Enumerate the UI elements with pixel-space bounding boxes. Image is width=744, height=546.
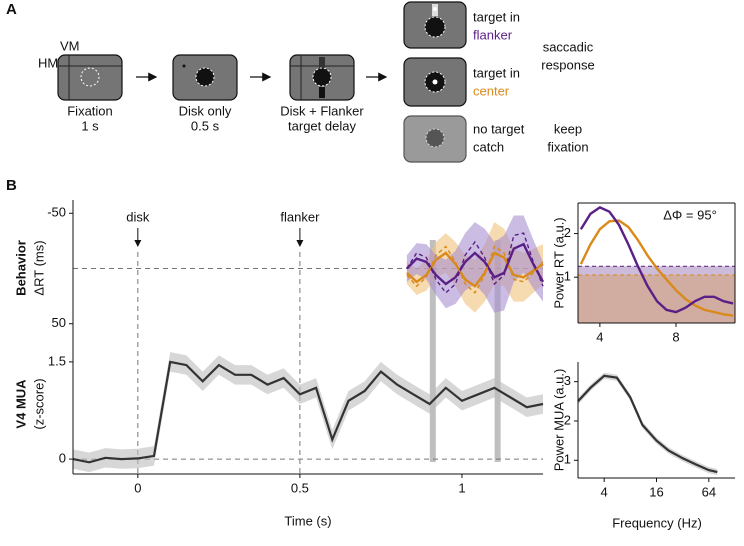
step-duration: 1 s <box>81 118 99 133</box>
response: keep <box>554 121 582 136</box>
y-axis-label: ΔRT (ms) <box>31 240 46 295</box>
y-tick-label: 3 <box>564 373 571 388</box>
hm-label: HM <box>38 55 58 70</box>
y-tick-label: 2 <box>564 225 571 240</box>
data-line <box>579 206 734 314</box>
y-tick-label: 2 <box>564 412 571 427</box>
x-tick-label: 16 <box>649 484 663 499</box>
step-label: Disk + Flanker <box>280 103 364 118</box>
surrogate-level <box>578 266 735 323</box>
y-tick-label: 0 <box>59 451 66 466</box>
data-line <box>72 360 544 464</box>
panel-letter: A <box>6 1 17 18</box>
y-axis-title: V4 MUA <box>13 379 28 429</box>
outcome: target in <box>473 9 520 24</box>
flanker <box>319 57 325 68</box>
data-line <box>579 219 734 317</box>
disk <box>312 67 332 87</box>
event-label: disk <box>126 209 150 224</box>
y-axis-title: Behavior <box>13 240 28 296</box>
event-label: flanker <box>280 209 320 224</box>
data-line <box>406 245 544 294</box>
error-band <box>73 352 543 473</box>
y-tick-label: 1 <box>564 452 571 467</box>
y-axis-label: Power RT (a.u.) <box>551 217 566 308</box>
panel-letter: B <box>6 177 17 194</box>
target <box>432 79 438 85</box>
y-tick-label: 1.5 <box>48 353 66 368</box>
data-line <box>577 374 718 474</box>
outcome: catch <box>473 139 504 154</box>
response: fixation <box>547 139 588 154</box>
step-label: Disk only <box>179 103 232 118</box>
x-tick-label: 4 <box>596 329 603 344</box>
fixation-point <box>182 64 186 68</box>
screen <box>57 54 123 101</box>
outcome: flanker <box>473 27 513 42</box>
step-label: Fixation <box>67 103 113 118</box>
annotation: ΔΦ = 95° <box>663 207 717 222</box>
response: saccadic <box>543 39 594 54</box>
error-band <box>406 215 543 313</box>
highlight <box>429 240 436 462</box>
target <box>433 7 437 11</box>
x-tick-label: 4 <box>601 484 608 499</box>
y-tick-label: -50 <box>47 205 66 220</box>
y-tick-label: 1 <box>564 269 571 284</box>
x-tick-label: 1 <box>458 480 465 495</box>
rf-outline <box>80 67 100 87</box>
step-duration: 0.5 s <box>191 118 220 133</box>
error-band <box>578 372 718 476</box>
vm-label: VM <box>60 38 80 53</box>
data-line <box>406 232 544 294</box>
x-tick-label: 0 <box>134 480 141 495</box>
panel-a: A VM HM Fixation 1 s Disk only 0.5 s Dis… <box>6 1 595 163</box>
disk <box>424 16 446 38</box>
disk <box>425 128 445 148</box>
x-tick-label: 8 <box>672 329 679 344</box>
step-duration: target delay <box>288 118 356 133</box>
x-axis-label: Frequency (Hz) <box>612 515 702 530</box>
outcome: center <box>473 83 510 98</box>
y-axis-label: Power MUA (a.u.) <box>551 369 566 472</box>
y-tick-label: 50 <box>52 315 66 330</box>
y-axis-label: (z-score) <box>31 378 46 429</box>
x-tick-label: 64 <box>702 484 716 499</box>
response: response <box>541 57 594 72</box>
disk <box>195 67 215 87</box>
outcome: no target <box>473 121 525 136</box>
outcome: target in <box>473 65 520 80</box>
flanker <box>319 87 325 98</box>
x-axis-label: Time (s) <box>284 513 331 528</box>
highlight <box>494 240 501 462</box>
x-tick-label: 0.5 <box>291 480 309 495</box>
